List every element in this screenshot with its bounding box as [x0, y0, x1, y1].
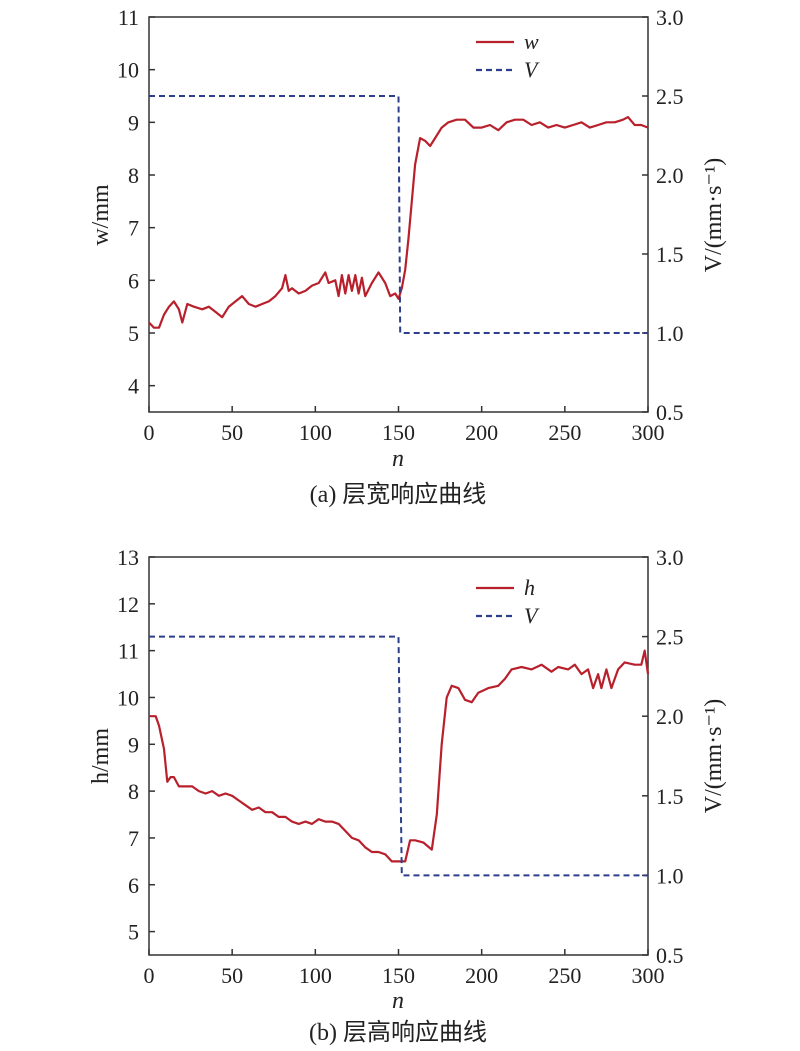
plot-frame — [148, 16, 649, 413]
y-tick-label: 11 — [118, 5, 139, 30]
x-tick-label: 200 — [465, 963, 498, 988]
y-tick-label: 6 — [128, 873, 139, 898]
y-tick-label: 6 — [128, 268, 139, 293]
y2-tick-label: 3.0 — [656, 5, 684, 30]
x-tick-label: 0 — [144, 963, 155, 988]
legend-label: V — [524, 57, 540, 82]
y-tick-label: 8 — [128, 779, 139, 804]
panel-b: 0 50 100 150 200 250 300 5 6 7 8 9 10 11 12 13 0.5 1.0 1.5… — [88, 545, 727, 1046]
y2-tick-label: 2.5 — [656, 625, 684, 650]
y2-axis-label: V/(mm·s⁻¹) — [701, 699, 727, 814]
y2-tick-label: 1.0 — [656, 863, 684, 888]
legend-label: h — [524, 575, 535, 600]
x-tick-label: 100 — [299, 963, 332, 988]
y2-tick-label: 3.0 — [656, 545, 684, 570]
axis-ticks: 0 50 100 150 200 250 300 5 6 7 8 9 10 11 12 13 0.5 1.0 1.5… — [117, 545, 684, 988]
x-axis-title: n — [392, 988, 404, 1014]
x-axis-label: n — [392, 988, 404, 1014]
series-line-v — [149, 635, 648, 877]
series-line-h — [149, 649, 650, 863]
y-tick-label: 9 — [128, 732, 139, 757]
y2-tick-label: 1.0 — [656, 321, 684, 346]
plot-frame — [148, 556, 649, 956]
y-tick-label: 4 — [128, 374, 139, 399]
legend: wV — [476, 29, 540, 82]
y2-axis-title: V/(mm·s⁻¹) — [701, 699, 727, 814]
y-tick-label: 9 — [128, 110, 139, 135]
y2-tick-label: 2.5 — [656, 84, 684, 109]
y2-tick-label: 0.5 — [656, 400, 684, 425]
y-axis-title: h/mm — [88, 728, 114, 784]
y2-tick-label: 1.5 — [656, 242, 684, 267]
legend-label: V — [524, 603, 540, 628]
x-tick-label: 100 — [299, 420, 332, 445]
x-tick-label: 150 — [382, 420, 415, 445]
x-tick-label: 200 — [465, 420, 498, 445]
panel-a: 0 50 100 150 200 250 300 4 5 6 7 8 9 10 11 0.5 1.0 1.5 2.0… — [88, 5, 727, 508]
x-tick-label: 300 — [632, 963, 665, 988]
x-tick-label: 50 — [221, 420, 243, 445]
y-tick-label: 7 — [128, 216, 139, 241]
panel-caption: (b) 层高响应曲线 — [309, 1019, 487, 1046]
x-axis-label: n — [392, 446, 404, 472]
x-tick-label: 0 — [144, 420, 155, 445]
y-tick-label: 5 — [128, 321, 139, 346]
y-tick-label: 10 — [117, 685, 139, 710]
y-tick-label: 5 — [128, 920, 139, 945]
y2-tick-label: 2.0 — [656, 704, 684, 729]
axis-ticks: 0 50 100 150 200 250 300 4 5 6 7 8 9 10 11 0.5 1.0 1.5 2.0… — [117, 5, 684, 445]
series-line-v — [149, 95, 648, 334]
y-tick-label: 8 — [128, 163, 139, 188]
y2-tick-label: 0.5 — [656, 943, 684, 968]
y-tick-label: 11 — [118, 639, 139, 664]
x-tick-label: 250 — [548, 420, 581, 445]
legend: hV — [476, 575, 540, 628]
y2-tick-label: 1.5 — [656, 784, 684, 809]
series-group — [148, 95, 649, 334]
y2-axis-title: V/(mm·s⁻¹) — [701, 158, 727, 273]
x-axis-title: n — [392, 446, 404, 472]
x-tick-label: 250 — [548, 963, 581, 988]
y2-tick-label: 2.0 — [656, 163, 684, 188]
x-tick-label: 150 — [382, 963, 415, 988]
panel-caption: (a) 层宽响应曲线 — [310, 481, 487, 508]
series-group — [149, 635, 650, 877]
y2-axis-label: V/(mm·s⁻¹) — [701, 158, 727, 273]
y-tick-label: 10 — [117, 58, 139, 83]
y-axis-title: w/mm — [88, 184, 114, 246]
y-axis-label: h/mm — [88, 728, 114, 784]
y-tick-label: 7 — [128, 826, 139, 851]
legend-label: w — [524, 29, 539, 54]
y-tick-label: 12 — [117, 592, 139, 617]
y-tick-label: 13 — [117, 545, 139, 570]
x-tick-label: 50 — [221, 963, 243, 988]
y-axis-label: w/mm — [88, 184, 114, 246]
series-line-w — [148, 116, 649, 329]
x-tick-label: 300 — [632, 420, 665, 445]
